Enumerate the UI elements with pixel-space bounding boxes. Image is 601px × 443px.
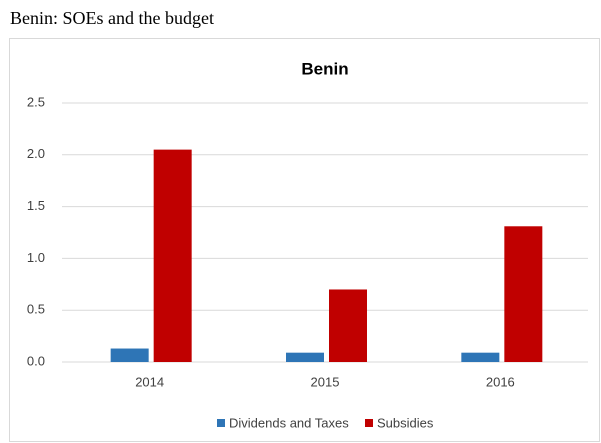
legend-label: Subsidies (377, 415, 434, 430)
y-tick-label: 1.5 (27, 198, 45, 213)
y-tick-label: 2.5 (27, 94, 45, 109)
x-tick-label: 2015 (311, 374, 340, 389)
x-tick-label: 2016 (486, 374, 515, 389)
bar (110, 348, 149, 362)
y-tick-label: 1.0 (27, 250, 45, 265)
legend-label: Dividends and Taxes (229, 415, 349, 430)
bar (286, 352, 324, 362)
y-tick-label: 2.0 (27, 146, 45, 161)
x-tick-label: 2014 (135, 374, 164, 389)
y-tick-label: 0.0 (27, 353, 45, 368)
chart-frame (9, 38, 600, 442)
bar (153, 149, 192, 362)
legend-swatch (365, 419, 373, 427)
heading: Benin: SOEs and the budget (10, 8, 214, 28)
bar (461, 352, 500, 362)
chart-title: Benin (301, 59, 348, 78)
bar (329, 289, 367, 362)
y-tick-label: 0.5 (27, 302, 45, 317)
bar (504, 226, 543, 362)
legend-swatch (217, 419, 225, 427)
